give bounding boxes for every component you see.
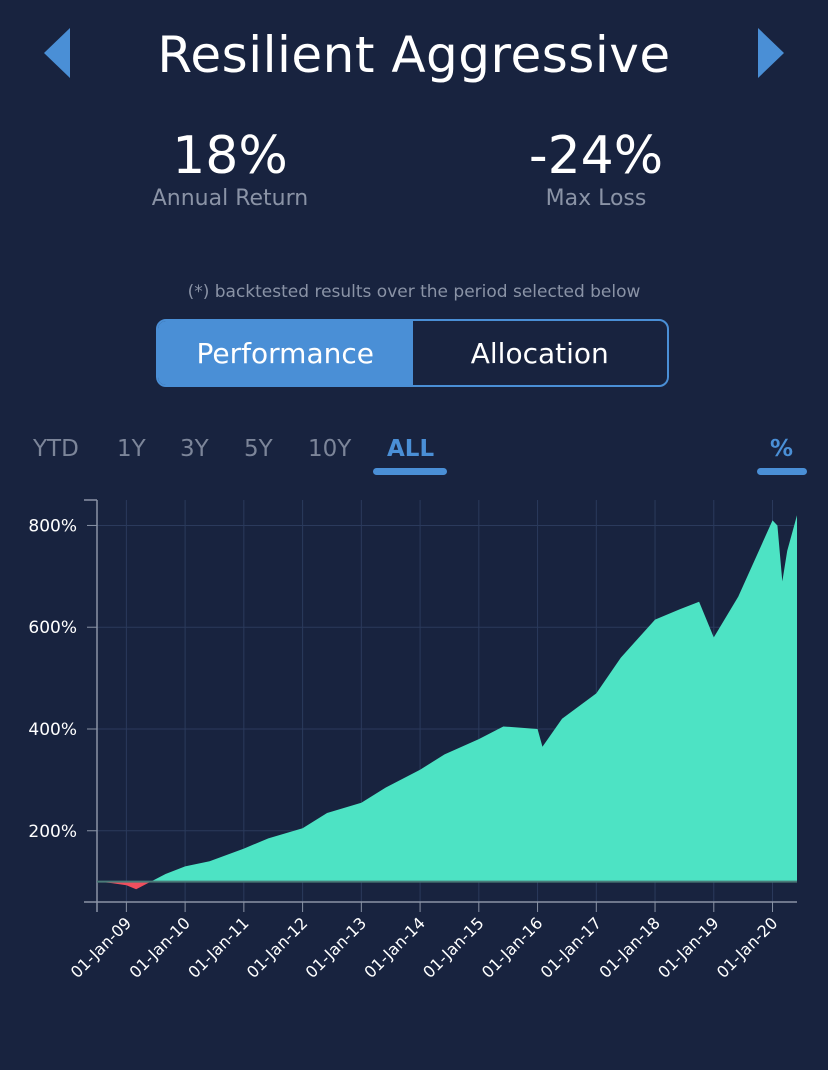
caret-left-icon[interactable] [44, 28, 70, 78]
x-tick-label: 01-Jan-14 [360, 913, 428, 981]
x-tick-label: 01-Jan-11 [184, 913, 252, 981]
x-tick-label: 01-Jan-10 [125, 913, 193, 981]
x-tick-label: 01-Jan-19 [654, 913, 722, 981]
percent-underline [757, 468, 807, 475]
y-tick-label: 600% [28, 618, 77, 638]
x-tick-label: 01-Jan-15 [419, 913, 487, 981]
period-10y[interactable]: 10Y [308, 436, 352, 462]
x-tick-label: 01-Jan-13 [302, 913, 370, 981]
performance-tab[interactable]: Performance [158, 321, 413, 385]
caret-right-icon[interactable] [758, 28, 784, 78]
max-loss-label: Max Loss [545, 186, 647, 211]
x-tick-label: 01-Jan-12 [243, 913, 311, 981]
x-tick-label: 01-Jan-18 [595, 913, 663, 981]
x-tick-label: 01-Jan-09 [67, 913, 135, 981]
period-all-underline [373, 468, 447, 475]
x-tick-label: 01-Jan-20 [713, 913, 781, 981]
period-selector: YTD 1Y 3Y 5Y 10Y ALL % [0, 436, 828, 484]
y-tick-label: 200% [28, 822, 77, 842]
period-3y[interactable]: 3Y [180, 436, 209, 462]
max-loss-value: -24% [528, 126, 664, 186]
percent-toggle[interactable]: % [770, 436, 794, 462]
max-loss-stat: -24% Max Loss [466, 128, 726, 211]
annual-return-value: 18% [172, 126, 288, 186]
annual-return-stat: 18% Annual Return [100, 128, 360, 211]
backtest-note: (*) backtested results over the period s… [187, 282, 641, 302]
portfolio-title: Resilient Aggressive [157, 26, 671, 84]
period-all[interactable]: ALL [387, 436, 435, 462]
annual-return-label: Annual Return [151, 186, 309, 211]
period-1y[interactable]: 1Y [117, 436, 146, 462]
allocation-tab[interactable]: Allocation [470, 336, 609, 370]
y-tick-label: 400% [28, 720, 77, 740]
performance-chart: 800%600%400%200%01-Jan-0901-Jan-1001-Jan… [28, 499, 797, 982]
view-toggle: Performance Allocation [156, 319, 669, 387]
x-tick-label: 01-Jan-17 [537, 913, 605, 981]
y-tick-label: 800% [28, 516, 77, 536]
loss-area [97, 881, 797, 890]
period-ytd[interactable]: YTD [33, 436, 79, 462]
gain-area [97, 515, 797, 882]
x-tick-label: 01-Jan-16 [478, 913, 546, 981]
period-5y[interactable]: 5Y [244, 436, 273, 462]
